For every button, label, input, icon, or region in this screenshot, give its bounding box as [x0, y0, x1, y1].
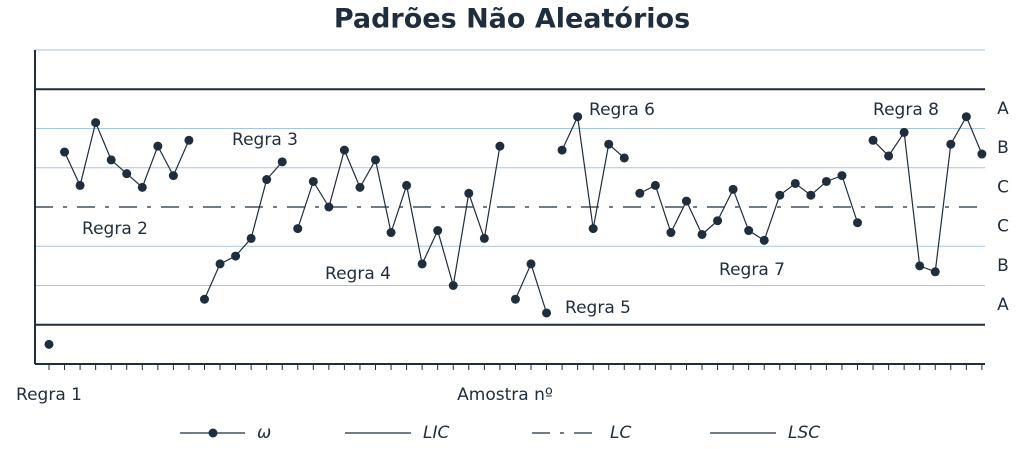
data-point [681, 196, 691, 206]
data-point [759, 235, 769, 245]
data-point [44, 339, 54, 349]
zone-label: A [997, 295, 1009, 315]
data-point [448, 281, 458, 290]
data-point [184, 135, 194, 145]
data-point [790, 178, 800, 188]
data-point [728, 184, 738, 194]
data-point [526, 259, 536, 269]
data-point [744, 226, 754, 236]
data-point [666, 228, 676, 238]
data-point [557, 145, 567, 155]
zone-label: C [997, 177, 1009, 197]
data-point [386, 228, 396, 238]
legend-label: LC [610, 423, 631, 443]
annotation: Regra 5 [565, 298, 631, 318]
data-point [650, 180, 660, 190]
data-point [75, 180, 85, 190]
data-point [293, 224, 303, 234]
data-point [821, 176, 831, 186]
data-point [106, 155, 116, 165]
data-point [417, 259, 427, 269]
annotation: Regra 1 [16, 385, 82, 405]
data-point [604, 139, 614, 149]
data-point [619, 153, 629, 163]
data-point [246, 233, 256, 243]
data-point [961, 112, 971, 122]
data-point [277, 157, 287, 167]
x-axis-label: Amostra nº [457, 385, 553, 405]
data-point [899, 127, 909, 137]
data-point [479, 233, 489, 243]
data-point [168, 171, 178, 181]
data-point [837, 171, 847, 181]
data-point [775, 190, 785, 200]
zone-label: B [997, 138, 1009, 158]
data-point [542, 308, 552, 318]
data-point [371, 155, 381, 165]
series-line [63, 114, 983, 314]
zone-label: C [997, 217, 1009, 237]
data-point [355, 182, 365, 192]
data-point [495, 141, 505, 151]
data-point [122, 169, 132, 179]
data-point [153, 141, 163, 151]
data-point [339, 145, 349, 155]
data-point [853, 218, 863, 228]
data-point [199, 294, 209, 304]
annotation: Regra 7 [719, 260, 785, 280]
zone-label: B [997, 256, 1009, 276]
data-point [510, 294, 520, 304]
data-point [215, 259, 225, 269]
annotation: Regra 2 [82, 219, 148, 239]
data-point [60, 147, 70, 157]
zone-label: A [997, 99, 1009, 119]
data-point [697, 229, 707, 239]
chart-title: Padrões Não Aleatórios [334, 4, 690, 35]
legend-label: LSC [788, 423, 820, 443]
data-point [930, 267, 940, 277]
data-point [231, 251, 241, 261]
data-point [884, 151, 894, 161]
annotation: Regra 4 [325, 264, 391, 284]
data-point [324, 202, 334, 212]
legend-marker [208, 428, 218, 438]
data-point [868, 135, 878, 145]
data-point [588, 224, 598, 234]
data-point [573, 112, 583, 122]
data-point [946, 139, 956, 149]
legend-label: ω [257, 423, 271, 443]
annotation: Regra 3 [232, 130, 298, 150]
legend-label: LIC [423, 423, 449, 443]
data-point [433, 226, 443, 236]
data-point [308, 176, 318, 186]
data-point [137, 182, 147, 192]
data-point [464, 188, 474, 198]
data-point [713, 216, 723, 226]
data-point [915, 261, 925, 271]
data-point [977, 149, 987, 159]
data-point [262, 175, 272, 185]
annotation: Regra 6 [589, 100, 655, 120]
data-point [91, 118, 101, 128]
data-point [806, 190, 816, 200]
data-point [402, 180, 412, 190]
annotation: Regra 8 [873, 100, 939, 120]
data-point [635, 188, 645, 198]
